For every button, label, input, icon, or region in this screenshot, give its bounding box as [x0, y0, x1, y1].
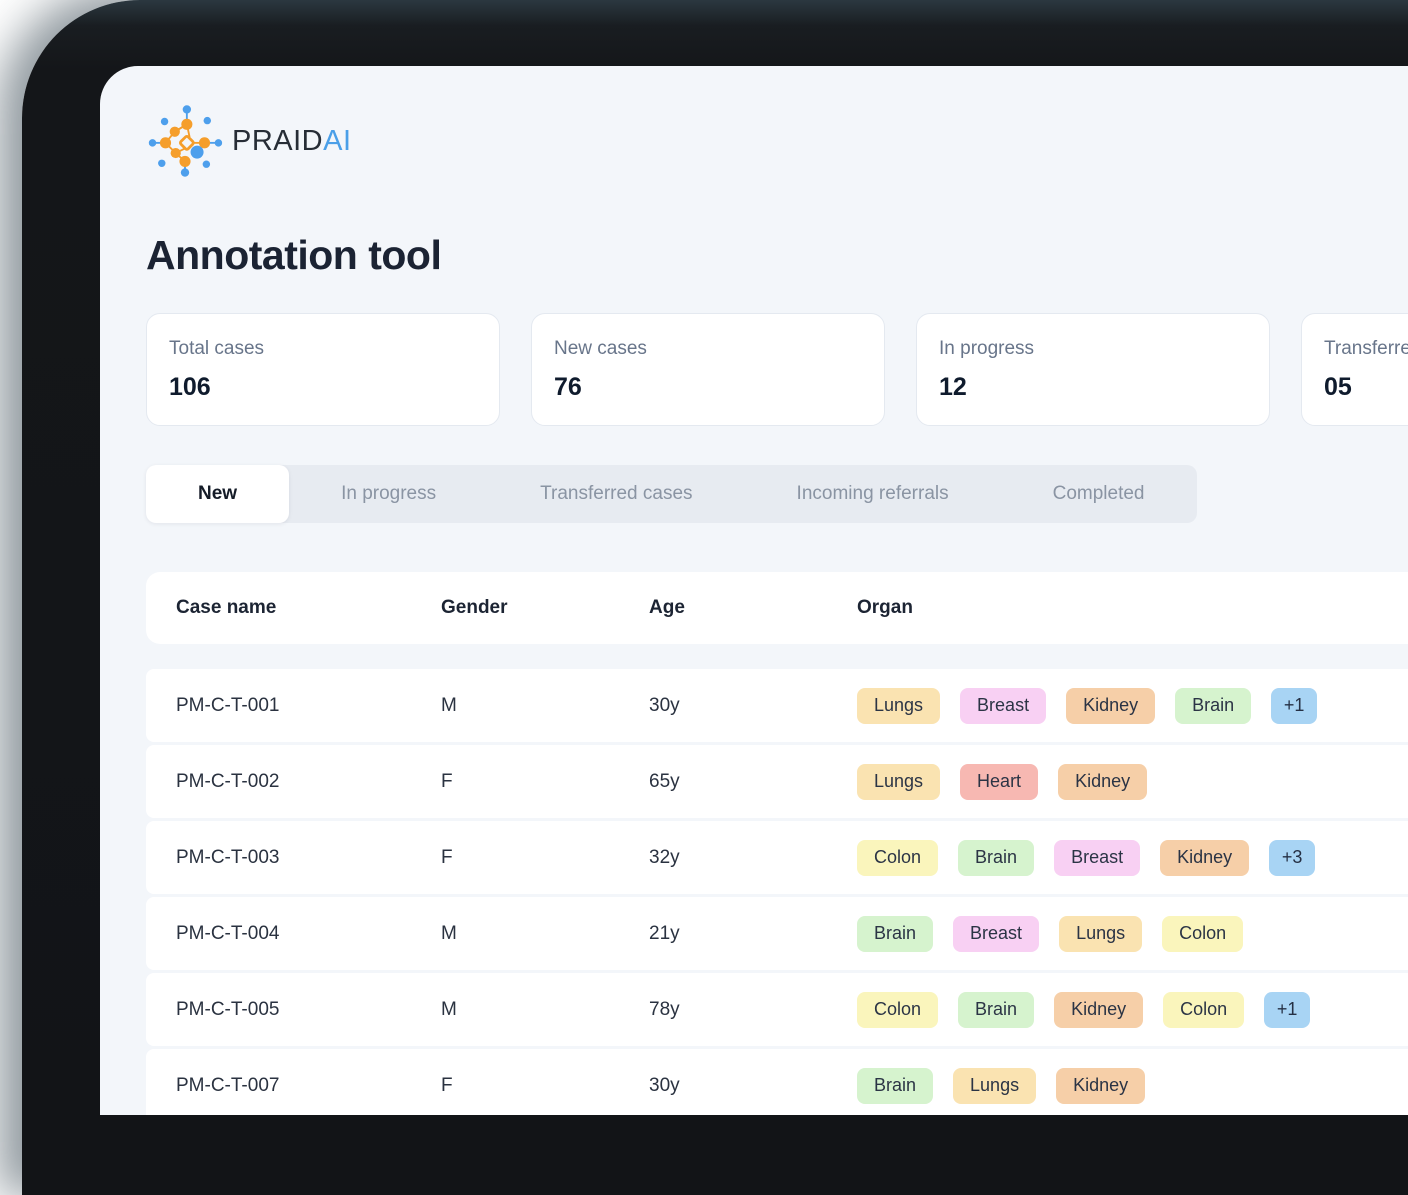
- organ-tag-brain: Brain: [857, 916, 933, 952]
- organ-tag-colon: Colon: [1163, 992, 1244, 1028]
- table-row[interactable]: PM-C-T-003F32yColon Brain Breast Kidney +3: [146, 821, 1408, 894]
- age-cell: 30y: [649, 695, 857, 717]
- column-header-age: Age: [649, 597, 857, 619]
- age-cell: 65y: [649, 771, 857, 793]
- table-row[interactable]: PM-C-T-002F65yLungs Heart Kidney: [146, 745, 1408, 818]
- stat-value: 106: [169, 373, 477, 402]
- brand-wordmark: PRAIDAI: [232, 125, 352, 158]
- case-name-cell: PM-C-T-004: [176, 923, 441, 945]
- organ-tag-colon: Colon: [1162, 916, 1243, 952]
- more-organs-badge[interactable]: +1: [1271, 688, 1317, 724]
- organ-tag-kidney: Kidney: [1160, 840, 1249, 876]
- gender-cell: F: [441, 771, 649, 793]
- brand-suffix: AI: [323, 125, 351, 157]
- gender-cell: M: [441, 695, 649, 717]
- organ-tag-kidney: Kidney: [1056, 1068, 1145, 1104]
- organ-tags-cell: Brain Lungs Kidney: [857, 1068, 1408, 1104]
- age-cell: 30y: [649, 1075, 857, 1097]
- stat-label: Transferred: [1324, 338, 1408, 360]
- column-header-gender: Gender: [441, 597, 649, 619]
- column-header-organ: Organ: [857, 597, 1408, 619]
- stats-row: Total cases 106 New cases 76 In progress 12 Tr…: [146, 313, 1408, 426]
- table-header: Case nameGenderAgeOrgan: [146, 572, 1408, 644]
- tab-transferred-cases[interactable]: Transferred cases: [488, 465, 744, 523]
- column-header-case-name: Case name: [176, 597, 441, 619]
- tab-bar: NewIn progressTransferred casesIncoming …: [146, 465, 1197, 523]
- stat-label: In progress: [939, 338, 1247, 360]
- case-name-cell: PM-C-T-007: [176, 1075, 441, 1097]
- brand-name: PRAID: [232, 125, 323, 157]
- tab-new[interactable]: New: [146, 465, 289, 523]
- organ-tag-lungs: Lungs: [1059, 916, 1142, 952]
- organ-tag-breast: Breast: [953, 916, 1039, 952]
- stat-value: 76: [554, 373, 862, 402]
- praid-logo-icon: [146, 102, 224, 180]
- tab-in-progress[interactable]: In progress: [289, 465, 488, 523]
- stat-card-new-cases: New cases 76: [531, 313, 885, 426]
- organ-tags-cell: Lungs Heart Kidney: [857, 764, 1408, 800]
- page-title: Annotation tool: [146, 232, 1408, 279]
- organ-tag-lungs: Lungs: [857, 764, 940, 800]
- app-panel: PRAIDAI Annotation tool Total cases 106 Ne…: [100, 66, 1408, 1115]
- stat-label: New cases: [554, 338, 862, 360]
- organ-tag-breast: Breast: [1054, 840, 1140, 876]
- stat-card-in-progress: In progress 12: [916, 313, 1270, 426]
- case-name-cell: PM-C-T-003: [176, 847, 441, 869]
- organ-tags-cell: Colon Brain Breast Kidney +3: [857, 840, 1408, 876]
- age-cell: 78y: [649, 999, 857, 1021]
- case-table-body: PM-C-T-001M30yLungsBreastKidneyBrain+1PM…: [146, 669, 1408, 1115]
- table-row[interactable]: PM-C-T-007F30yBrain Lungs Kidney: [146, 1049, 1408, 1115]
- organ-tag-brain: Brain: [958, 992, 1034, 1028]
- stat-value: 12: [939, 373, 1247, 402]
- organ-tag-heart: Heart: [960, 764, 1038, 800]
- brand-header: PRAIDAI: [146, 102, 1408, 180]
- organ-tags-cell: Brain Breast Lungs Colon: [857, 916, 1408, 952]
- case-name-cell: PM-C-T-002: [176, 771, 441, 793]
- organ-tag-kidney: Kidney: [1058, 764, 1147, 800]
- table-row[interactable]: PM-C-T-005M78yColonBrainKidneyColon+1: [146, 973, 1408, 1046]
- gender-cell: M: [441, 999, 649, 1021]
- table-row[interactable]: PM-C-T-004M21yBrain Breast Lungs Colon: [146, 897, 1408, 970]
- organ-tag-breast: Breast: [960, 688, 1046, 724]
- organ-tag-lungs: Lungs: [857, 688, 940, 724]
- organ-tag-brain: Brain: [857, 1068, 933, 1104]
- gender-cell: F: [441, 1075, 649, 1097]
- organ-tag-kidney: Kidney: [1066, 688, 1155, 724]
- organ-tag-brain: Brain: [958, 840, 1034, 876]
- case-name-cell: PM-C-T-005: [176, 999, 441, 1021]
- gender-cell: M: [441, 923, 649, 945]
- organ-tag-lungs: Lungs: [953, 1068, 1036, 1104]
- age-cell: 32y: [649, 847, 857, 869]
- stat-value: 05: [1324, 373, 1408, 402]
- tab-incoming-referrals[interactable]: Incoming referrals: [745, 465, 1001, 523]
- stat-card-transferred: Transferred 05: [1301, 313, 1408, 426]
- organ-tag-colon: Colon: [857, 840, 938, 876]
- organ-tags-cell: Colon Brain Kidney Colon +1: [857, 992, 1408, 1028]
- organ-tag-colon: Colon: [857, 992, 938, 1028]
- gender-cell: F: [441, 847, 649, 869]
- table-row[interactable]: PM-C-T-001M30yLungs Breast Kidney Brain +1: [146, 669, 1408, 742]
- more-organs-badge[interactable]: +1: [1264, 992, 1310, 1028]
- stat-label: Total cases: [169, 338, 477, 360]
- more-organs-badge[interactable]: +3: [1269, 840, 1315, 876]
- organ-tag-brain: Brain: [1175, 688, 1251, 724]
- organ-tag-kidney: Kidney: [1054, 992, 1143, 1028]
- age-cell: 21y: [649, 923, 857, 945]
- organ-tags-cell: Lungs Breast Kidney Brain +1: [857, 688, 1408, 724]
- stat-card-total-cases: Total cases 106: [146, 313, 500, 426]
- tab-completed[interactable]: Completed: [1001, 465, 1197, 523]
- case-name-cell: PM-C-T-001: [176, 695, 441, 717]
